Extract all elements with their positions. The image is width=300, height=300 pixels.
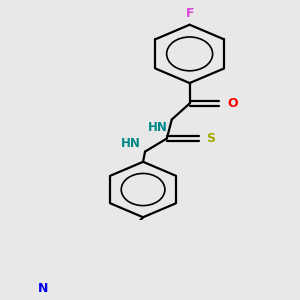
- Text: S: S: [206, 132, 215, 145]
- Text: O: O: [227, 97, 238, 110]
- Text: HN: HN: [148, 121, 168, 134]
- Text: N: N: [38, 282, 48, 295]
- Text: F: F: [185, 7, 194, 20]
- Text: HN: HN: [121, 137, 141, 150]
